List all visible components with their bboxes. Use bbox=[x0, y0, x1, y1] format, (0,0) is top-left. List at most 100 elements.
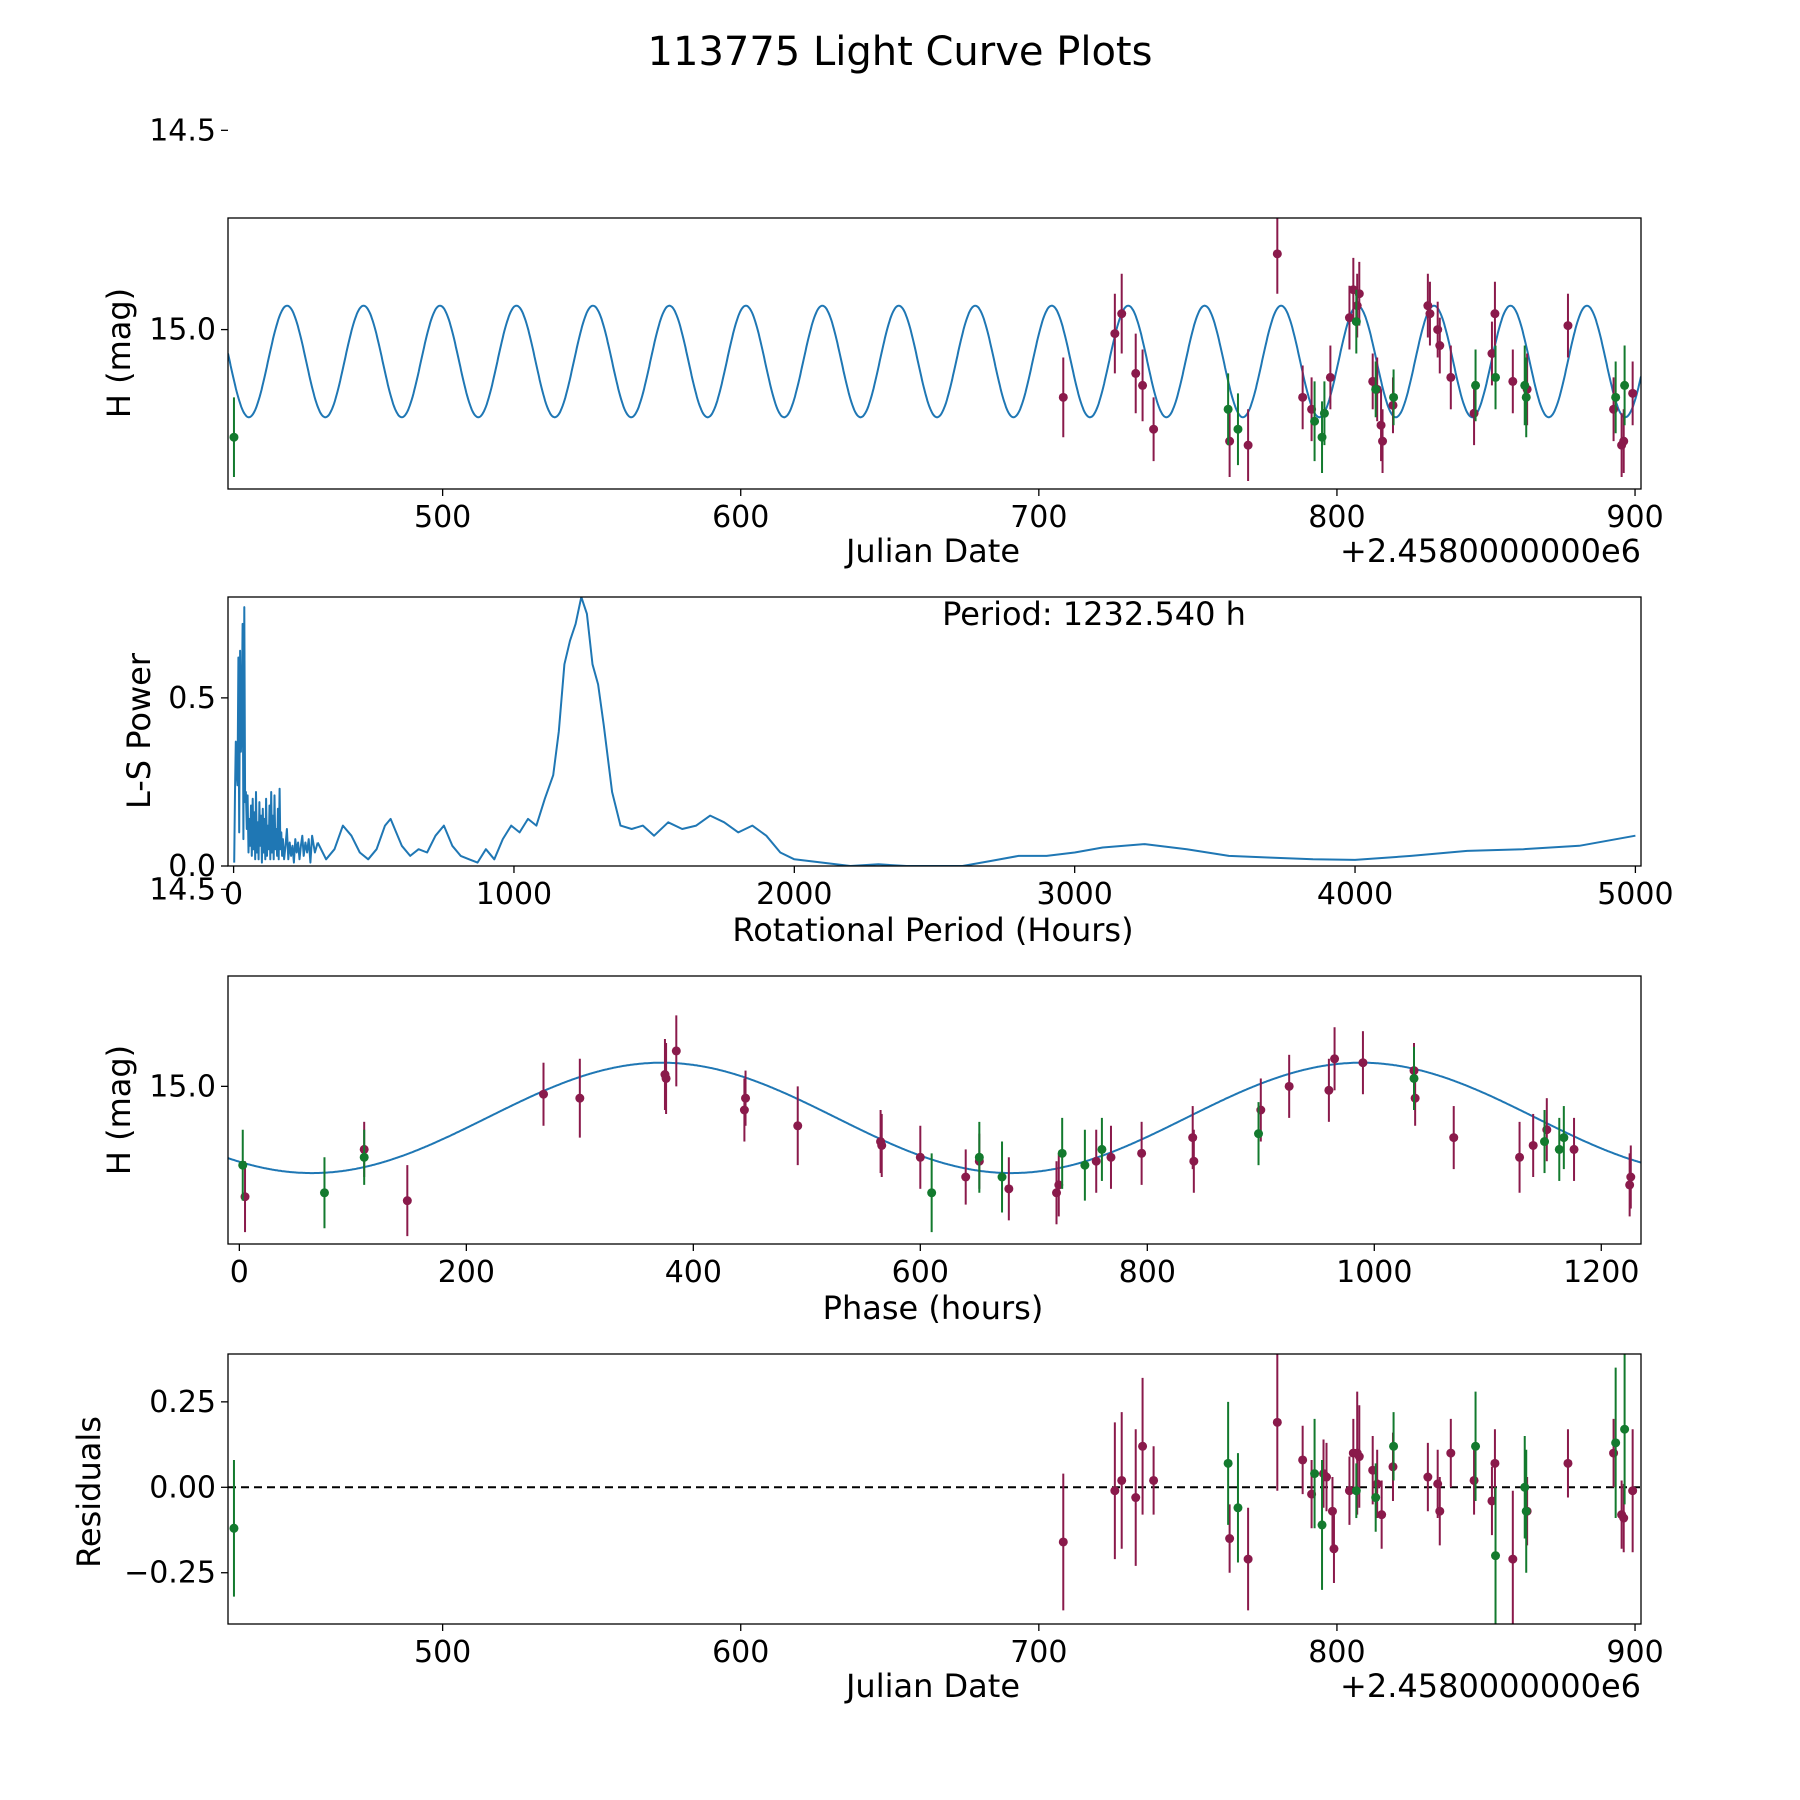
data-point bbox=[1189, 1156, 1199, 1166]
panel-lightcurve: 500 600 700 800 900 15.0 14.5 Julian Date +2.4… bbox=[100, 113, 1664, 570]
data-point bbox=[1243, 1554, 1253, 1564]
x-tick-label: 800 bbox=[1308, 500, 1365, 535]
x-tick-label: 1200 bbox=[1563, 1255, 1639, 1290]
x-tick-label: 900 bbox=[1606, 1635, 1663, 1670]
data-point bbox=[1272, 249, 1282, 259]
data-point bbox=[974, 1152, 984, 1162]
data-point bbox=[1491, 1551, 1501, 1561]
data-point bbox=[1559, 1133, 1569, 1143]
data-point bbox=[575, 1093, 585, 1103]
y-tick-label: 15.0 bbox=[149, 1069, 216, 1104]
x-tick-label: 800 bbox=[1308, 1635, 1365, 1670]
panel-phased: 0 200 400 600 800 1000 1200 15.0 14.5 Phase (hou… bbox=[100, 872, 1642, 1327]
data-point bbox=[1131, 368, 1141, 378]
x-tick-label: 700 bbox=[1010, 1635, 1067, 1670]
data-point bbox=[1057, 1148, 1067, 1158]
x-tick-label: 500 bbox=[414, 500, 471, 535]
data-point bbox=[877, 1140, 887, 1150]
data-point bbox=[1272, 1417, 1282, 1427]
data-point bbox=[961, 1172, 971, 1182]
y-tick-label: 15.0 bbox=[149, 313, 216, 348]
plot-area bbox=[228, 1015, 1641, 1237]
data-point bbox=[1319, 408, 1329, 418]
data-point bbox=[1371, 1493, 1381, 1503]
data-point bbox=[793, 1121, 803, 1131]
data-point bbox=[1389, 1441, 1399, 1451]
data-point bbox=[1521, 1506, 1531, 1516]
y-tick-label: 0.00 bbox=[149, 1470, 216, 1505]
data-point bbox=[1324, 1085, 1334, 1095]
data-point bbox=[1521, 392, 1531, 402]
data-point bbox=[1106, 1152, 1116, 1162]
data-point bbox=[1378, 436, 1388, 446]
data-point bbox=[1520, 1482, 1530, 1492]
plot-area bbox=[228, 1354, 1641, 1624]
period-annotation: Period: 1232.540 h bbox=[942, 595, 1246, 633]
data-point bbox=[1409, 1073, 1419, 1083]
data-point bbox=[539, 1089, 549, 1099]
data-point bbox=[1423, 301, 1433, 311]
data-point bbox=[1423, 1472, 1433, 1482]
y-axis-label: Residuals bbox=[70, 1416, 108, 1568]
data-point bbox=[1433, 1479, 1443, 1489]
model-curve bbox=[228, 304, 1641, 419]
panel-periodogram: 0 1000 2000 3000 4000 5000 0.0 0.5 Period: 1232… bbox=[120, 595, 1674, 949]
data-point bbox=[1435, 1506, 1445, 1516]
data-point bbox=[1298, 1455, 1308, 1465]
axes-frame bbox=[227, 596, 1642, 867]
data-point bbox=[1515, 1152, 1525, 1162]
data-point bbox=[671, 1046, 681, 1056]
data-point bbox=[1626, 1172, 1636, 1182]
x-tick-label: 600 bbox=[712, 1635, 769, 1670]
data-point bbox=[1490, 1458, 1500, 1468]
data-point bbox=[1609, 1448, 1619, 1458]
power-line-2 bbox=[233, 606, 319, 864]
data-point bbox=[1449, 1133, 1459, 1143]
panel-residuals: 500 600 700 800 900 0.25 0.00 −0.25 Julian Date… bbox=[70, 1353, 1664, 1705]
data-point bbox=[1322, 1472, 1332, 1482]
data-point bbox=[1344, 1486, 1354, 1496]
axes-frame bbox=[227, 1353, 1642, 1625]
data-point bbox=[1329, 1544, 1339, 1554]
data-point bbox=[1233, 1503, 1243, 1513]
plot-area bbox=[228, 218, 1641, 482]
x-axis-label: Julian Date bbox=[844, 1667, 1020, 1705]
data-point bbox=[1330, 1054, 1340, 1064]
x-tick-label: 600 bbox=[892, 1255, 949, 1290]
data-point bbox=[1137, 1148, 1147, 1158]
data-point bbox=[1298, 392, 1308, 402]
data-point bbox=[1110, 1486, 1120, 1496]
data-point bbox=[1310, 1469, 1320, 1479]
data-point bbox=[1490, 309, 1500, 319]
data-point bbox=[1351, 1486, 1361, 1496]
data-point bbox=[1091, 1156, 1101, 1166]
data-point bbox=[319, 1188, 329, 1198]
data-point bbox=[1376, 420, 1386, 430]
data-point bbox=[1138, 1441, 1148, 1451]
data-point bbox=[1620, 380, 1630, 390]
data-point bbox=[1491, 372, 1501, 382]
data-point bbox=[1310, 416, 1320, 426]
x-tick-label: 600 bbox=[712, 500, 769, 535]
data-point bbox=[1058, 392, 1068, 402]
x-tick-label: 500 bbox=[414, 1635, 471, 1670]
data-point bbox=[1508, 376, 1518, 386]
x-offset-label: +2.4580000000e6 bbox=[1340, 532, 1641, 570]
y-tick-label: 0.5 bbox=[168, 681, 216, 716]
data-point bbox=[741, 1093, 751, 1103]
power-line-1 bbox=[316, 597, 1636, 866]
data-point bbox=[661, 1073, 671, 1083]
y-tick-label: −0.25 bbox=[124, 1556, 216, 1591]
data-point bbox=[1619, 436, 1629, 446]
data-point bbox=[1563, 1458, 1573, 1468]
data-point bbox=[1317, 1520, 1327, 1530]
x-tick-label: 800 bbox=[1119, 1255, 1176, 1290]
data-point bbox=[1188, 1133, 1198, 1143]
data-point bbox=[1327, 1506, 1337, 1516]
y-axis-label: H (mag) bbox=[100, 288, 138, 418]
data-point bbox=[1471, 1441, 1481, 1451]
x-axis-label: Phase (hours) bbox=[823, 1289, 1044, 1327]
x-tick-label: 200 bbox=[438, 1255, 495, 1290]
y-tick-label: 0.25 bbox=[149, 1385, 216, 1420]
x-axis-label: Rotational Period (Hours) bbox=[732, 911, 1133, 949]
